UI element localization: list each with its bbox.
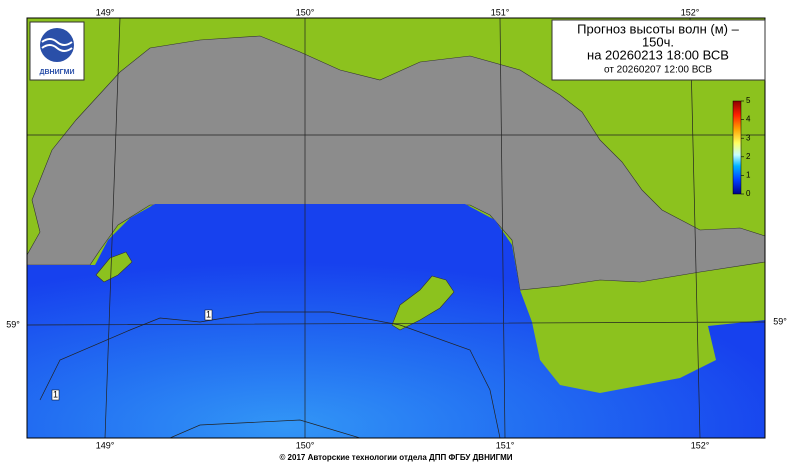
title-box (551, 19, 766, 81)
longitude-label: 150° (296, 7, 315, 17)
grid-line (27, 18, 765, 438)
longitude-label: 150° (296, 440, 315, 450)
longitude-label: 151° (491, 7, 510, 17)
longitude-label: 151° (496, 440, 515, 450)
colorbar-tick-label: 3 (746, 133, 751, 142)
title-line: на 20260213 18:00 ВСВ (587, 47, 729, 62)
contour-label: 1 (53, 389, 58, 399)
longitude-label: 149° (96, 440, 115, 450)
logo-waves (41, 38, 73, 52)
longitude-label: 152° (691, 440, 710, 450)
island (95, 251, 133, 283)
logo-text: ДВНИГМИ (40, 69, 75, 76)
contour-label-box (204, 309, 213, 321)
issued: от 20260207 12:00 ВСВ (604, 65, 712, 76)
contour-label-box (51, 389, 60, 401)
ice-region (27, 35, 765, 291)
colorbar (732, 100, 742, 195)
island (391, 275, 455, 331)
title-line: Прогноз высоты волн (м) – (577, 21, 739, 36)
contour (169, 419, 361, 438)
logo-emblem (40, 28, 74, 62)
longitude-label: 149° (96, 7, 115, 17)
longitude-label: 152° (681, 7, 700, 17)
colorbar-tick-label: 1 (746, 171, 751, 180)
colorbar-tick-label: 0 (746, 189, 751, 198)
latitude-label: 59° (6, 319, 20, 329)
contour (39, 311, 501, 438)
title-line: 150ч. (642, 34, 674, 49)
contour-label: 1 (206, 309, 211, 319)
map-area (27, 18, 765, 438)
colorbar-tick-label: 5 (746, 96, 751, 105)
colorbar-tick-label: 4 (746, 115, 751, 124)
colorbar-tick-label: 2 (746, 152, 751, 161)
map-frame (26, 17, 766, 439)
latitude-label: 59° (773, 316, 787, 326)
copyright: © 2017 Авторские технологии отдела ДПП Ф… (279, 453, 512, 462)
